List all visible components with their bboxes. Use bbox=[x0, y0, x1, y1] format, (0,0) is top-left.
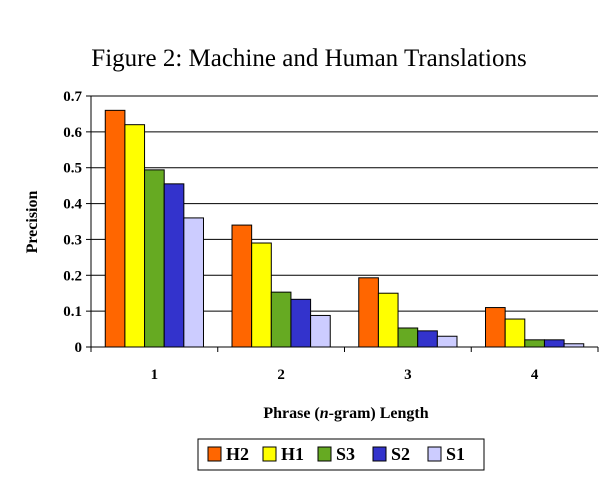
bar-s2-3 bbox=[417, 330, 438, 348]
legend-swatch-h2 bbox=[207, 446, 222, 462]
bar-h1-2 bbox=[251, 242, 272, 348]
bar-h2-1 bbox=[104, 109, 126, 348]
x-axis-label-part-3: -gram) Length bbox=[329, 405, 429, 422]
legend-box bbox=[197, 438, 485, 471]
bar-s2-1 bbox=[163, 183, 185, 348]
bar-s1-2 bbox=[310, 314, 331, 348]
bar-s3-1 bbox=[144, 169, 165, 348]
y-tick-label-7: 0.7 bbox=[63, 89, 82, 105]
bar-s2-4 bbox=[543, 339, 565, 348]
y-tick-label-4: 0.4 bbox=[63, 197, 82, 213]
bar-s3-4 bbox=[524, 339, 545, 348]
bar-h2-3 bbox=[358, 277, 379, 348]
y-tick-label-0: 0 bbox=[75, 340, 83, 356]
legend-swatch-h1 bbox=[262, 446, 277, 462]
x-axis-label: Phrase (n-gram) Length bbox=[263, 405, 428, 422]
bar-s3-3 bbox=[397, 327, 419, 348]
bar-s3-2 bbox=[270, 291, 292, 348]
y-tick-label-1: 0.1 bbox=[63, 304, 82, 320]
bar-h1-4 bbox=[504, 318, 526, 348]
legend-label-s3: S3 bbox=[336, 444, 355, 464]
x-tick-label-2: 2 bbox=[277, 367, 285, 383]
bar-h1-1 bbox=[124, 124, 146, 348]
bar-s1-3 bbox=[436, 335, 458, 348]
y-tick-label-3: 0.3 bbox=[63, 232, 82, 248]
x-tick-label-1: 1 bbox=[151, 367, 159, 383]
legend-label-s2: S2 bbox=[391, 444, 410, 464]
axes: 0 0.1 0.2 0.3 0.4 0.5 0.6 0.7 1 2 3 4 bbox=[63, 89, 599, 383]
legend-swatch-s3 bbox=[317, 446, 332, 462]
chart-title: Figure 2: Machine and Human Translations bbox=[91, 45, 526, 72]
x-axis-label-part-2: n bbox=[320, 405, 329, 422]
bar-h2-2 bbox=[231, 224, 253, 348]
bar-h2-4 bbox=[485, 307, 506, 348]
legend-label-s1: S1 bbox=[446, 444, 465, 464]
y-tick-label-2: 0.2 bbox=[63, 268, 82, 284]
x-tick-label-3: 3 bbox=[404, 367, 412, 383]
bar-s2-2 bbox=[290, 298, 312, 348]
bar-s1-1 bbox=[183, 217, 204, 348]
legend-swatch-s1 bbox=[427, 446, 442, 462]
legend-swatch-s2 bbox=[372, 446, 387, 462]
x-tick-label-4: 4 bbox=[531, 367, 539, 383]
y-axis-label: Precision bbox=[24, 191, 41, 254]
bar-h1-3 bbox=[377, 292, 399, 348]
legend: H2 H1 S3 S2 S1 bbox=[207, 444, 465, 464]
bars bbox=[104, 109, 585, 348]
y-tick-label-6: 0.6 bbox=[63, 125, 82, 141]
x-axis-label-part-1: Phrase ( bbox=[263, 405, 319, 422]
legend-label-h1: H1 bbox=[281, 444, 304, 464]
y-tick-label-5: 0.5 bbox=[63, 161, 82, 177]
legend-label-h2: H2 bbox=[226, 444, 249, 464]
